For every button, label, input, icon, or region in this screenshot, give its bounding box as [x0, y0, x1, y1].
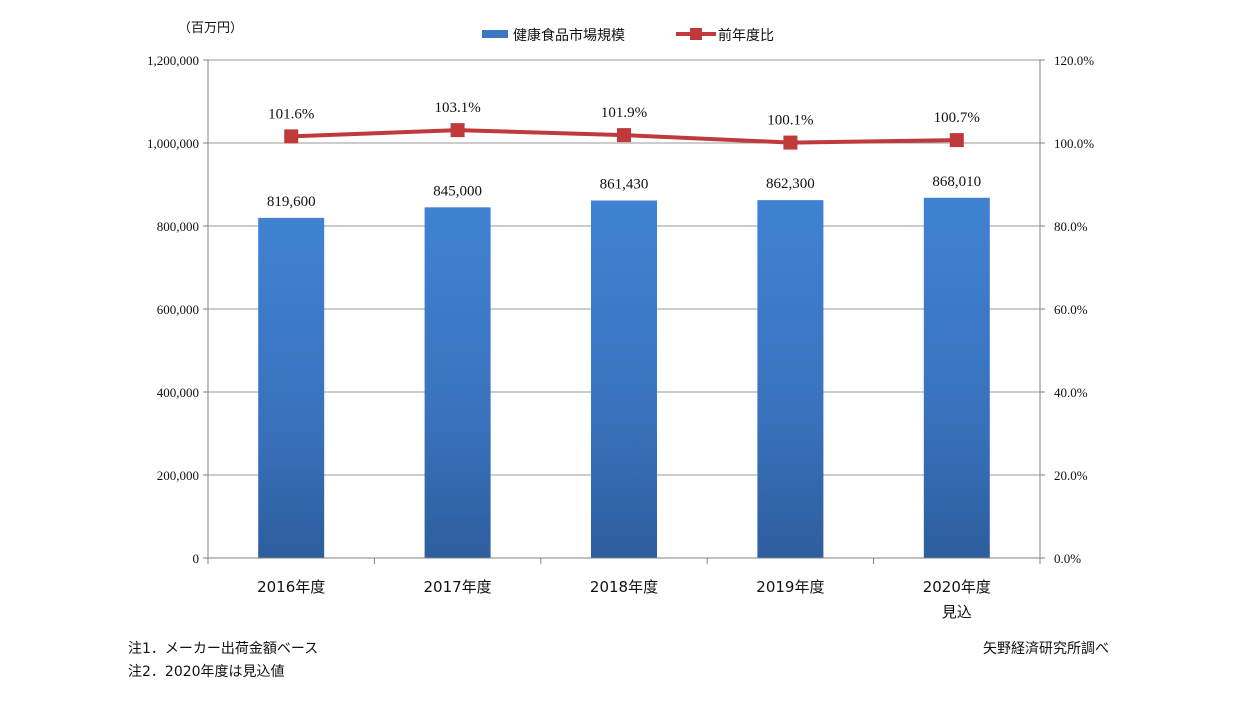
left-axis-ticks: 0 200,000 400,000 600,000 800,000 1,000,000 1,…: [147, 53, 208, 566]
bar-value-label: 845,000: [433, 183, 482, 199]
yoy-value-label: 101.6%: [268, 106, 314, 122]
right-tick-label: 80.0%: [1054, 219, 1088, 234]
x-tick-sublabel: 見込: [942, 603, 972, 621]
legend: 健康食品市場規模 前年度比: [482, 27, 774, 44]
right-tick-label: 120.0%: [1054, 53, 1094, 68]
bar-value-labels: 819,600 845,000 861,430 862,300 868,010: [267, 174, 981, 210]
yoy-value-labels: 101.6% 103.1% 101.9% 100.1% 100.7%: [268, 100, 980, 128]
bar-market-size: [923, 197, 990, 558]
note-2: 注2．2020年度は見込値: [128, 664, 285, 680]
yoy-value-label: 100.1%: [767, 113, 813, 129]
x-tick-label: 2018年度: [590, 578, 658, 596]
note-1: 注1．メーカー出荷金額ベース: [128, 641, 319, 657]
source-label: 矢野経済研究所調べ: [983, 641, 1109, 657]
bar-market-size: [258, 217, 325, 558]
yoy-line-series: [284, 123, 964, 150]
left-tick-label: 1,200,000: [147, 53, 199, 68]
left-tick-label: 600,000: [157, 302, 199, 317]
bar-market-size: [757, 200, 824, 558]
yoy-marker: [949, 133, 964, 148]
bar-value-label: 868,010: [932, 174, 981, 190]
x-tick-label: 2016年度: [257, 578, 325, 596]
bars: [258, 197, 990, 559]
right-tick-label: 40.0%: [1054, 385, 1088, 400]
left-tick-label: 400,000: [157, 385, 199, 400]
bar-value-label: 862,300: [766, 176, 815, 192]
yoy-value-label: 100.7%: [934, 110, 980, 126]
yoy-value-label: 101.9%: [601, 105, 647, 121]
legend-swatch-market-size: [482, 30, 508, 38]
yoy-marker: [783, 135, 798, 150]
right-tick-label: 20.0%: [1054, 468, 1088, 483]
right-tick-label: 60.0%: [1054, 302, 1088, 317]
bar-market-size: [591, 200, 657, 559]
x-tick-label: 2019年度: [756, 578, 824, 596]
left-tick-label: 800,000: [157, 219, 199, 234]
left-tick-label: 200,000: [157, 468, 199, 483]
left-tick-label: 1,000,000: [147, 136, 199, 151]
legend-marker-yoy: [690, 28, 702, 40]
right-axis-ticks: 0.0% 20.0% 40.0% 60.0% 80.0% 100.0% 120.0%: [1040, 53, 1094, 566]
yoy-marker: [284, 129, 299, 144]
legend-label-yoy: 前年度比: [718, 27, 774, 44]
right-tick-label: 100.0%: [1054, 136, 1094, 151]
left-tick-label: 0: [193, 551, 200, 566]
right-tick-label: 0.0%: [1054, 551, 1081, 566]
x-tick-label: 2020年度: [923, 578, 991, 596]
bar-market-size: [424, 207, 491, 558]
bar-value-label: 861,430: [600, 177, 649, 193]
x-tick-label: 2017年度: [424, 578, 492, 596]
yoy-marker: [450, 123, 465, 138]
legend-label-market-size: 健康食品市場規模: [513, 27, 625, 44]
yoy-value-label: 103.1%: [434, 100, 480, 116]
y-axis-unit-label: （百万円）: [178, 21, 243, 36]
bar-value-label: 819,600: [267, 194, 316, 210]
yoy-marker: [617, 128, 631, 143]
